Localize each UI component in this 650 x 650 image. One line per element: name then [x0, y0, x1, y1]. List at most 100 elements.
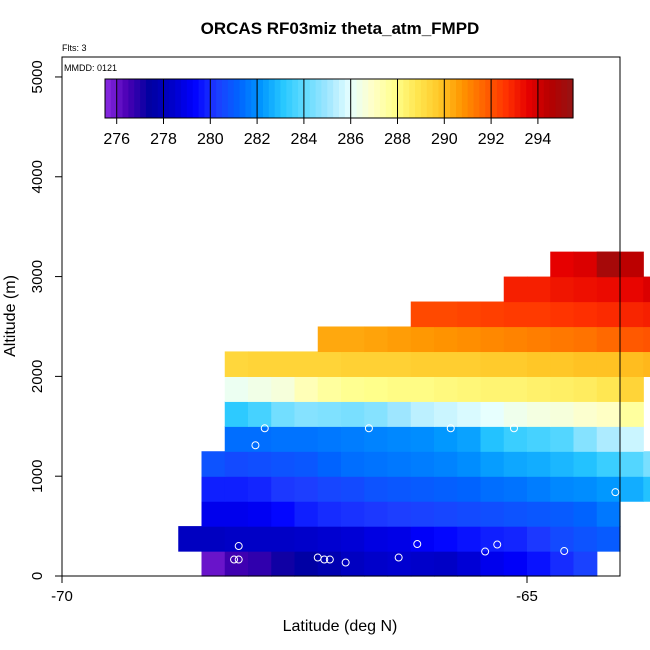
observation-points: [211, 249, 650, 567]
heatmap-cell: [596, 451, 621, 477]
heatmap-cell: [224, 551, 249, 577]
colorbar-tick-label: 288: [384, 131, 411, 148]
colorbar-segment: [537, 79, 545, 118]
x-axis: -70 -65: [51, 576, 538, 605]
observation-point: [611, 488, 620, 497]
colorbar-segment: [543, 79, 551, 118]
heatmap-cell: [271, 351, 296, 377]
heatmap-cell: [503, 326, 528, 353]
flights-count-label: Flts: 3: [62, 43, 87, 53]
heatmap-cell: [271, 401, 296, 427]
colorbar-segment: [479, 79, 486, 118]
heatmap-cell: [410, 351, 435, 377]
heatmap-cell: [248, 526, 272, 552]
heatmap-cell: [341, 526, 365, 552]
colorbar-segment: [239, 79, 246, 118]
colorbar-segment: [508, 79, 516, 118]
colorbar-segment: [227, 79, 235, 118]
heatmap-cell: [271, 501, 296, 527]
heatmap-cell: [224, 426, 249, 452]
colorbar-segment: [134, 79, 141, 118]
heatmap-cell: [457, 376, 482, 402]
observation-point: [234, 555, 243, 564]
observation-point: [234, 542, 243, 551]
heatmap-cell: [387, 451, 412, 477]
heatmap-cell: [596, 426, 621, 452]
colorbar-segment: [438, 79, 445, 118]
heatmap-cell: [573, 301, 598, 328]
colorbar-segment: [485, 79, 492, 118]
colorbar-segment: [268, 79, 276, 118]
heatmap-cell: [503, 426, 528, 452]
colorbar: 276 278 280 282 284 286 288 290 292 294: [103, 78, 574, 148]
colorbar-segment: [140, 79, 147, 118]
heatmap-cell: [294, 376, 319, 402]
colorbar-segment: [339, 79, 346, 118]
heatmap-cell: [503, 476, 528, 502]
heatmap-cell: [503, 301, 528, 328]
colorbar-segment: [444, 79, 451, 118]
heatmap-cell: [573, 501, 598, 527]
heatmap-cell: [527, 276, 551, 303]
observation-point: [320, 555, 329, 564]
heatmap-cell: [434, 376, 458, 402]
heatmap-cell: [364, 501, 389, 527]
colorbar-segment: [567, 79, 574, 118]
colorbar-segment: [198, 79, 206, 118]
colorbar-segment: [526, 79, 533, 118]
colorbar-segment: [274, 79, 282, 118]
heatmap-cell: [480, 501, 505, 527]
heatmap-cell: [620, 251, 644, 278]
observation-point: [560, 547, 569, 556]
heatmap-cell: [457, 476, 482, 502]
heatmap-cell: [503, 376, 528, 402]
heatmap-cell: [434, 526, 458, 552]
heatmap-cell: [503, 501, 528, 527]
heatmap-cell: [410, 401, 435, 427]
colorbar-segment: [309, 79, 317, 118]
colorbar-frame: [104, 78, 574, 119]
heatmap-cell: [480, 526, 505, 552]
colorbar-segment: [163, 79, 170, 118]
colorbar-segment: [415, 79, 422, 118]
heatmap-cell: [387, 376, 412, 402]
colorbar-tick-label: 292: [478, 131, 505, 148]
heatmap-cell: [364, 401, 389, 427]
heatmap-cell: [550, 376, 575, 402]
heatmap-cell: [480, 476, 505, 502]
heatmap-cell: [573, 551, 598, 577]
heatmap-cell: [294, 451, 319, 477]
colorbar-segment: [192, 79, 200, 118]
heatmap-cell: [224, 501, 249, 527]
heatmap-cell: [364, 376, 389, 402]
heatmap-cell: [434, 326, 458, 353]
heatmap-cell: [341, 376, 365, 402]
heatmap-cell: [620, 301, 644, 328]
colorbar-segment: [128, 79, 135, 118]
colorbar-segment: [385, 79, 393, 118]
observation-point: [509, 424, 518, 433]
heatmap-cell: [434, 476, 458, 502]
heatmap-cell: [596, 351, 621, 377]
heatmap-cell: [480, 401, 505, 427]
observation-point: [251, 441, 260, 450]
colorbar-segment: [157, 79, 165, 118]
y-tick-label: 2000: [29, 360, 46, 393]
heatmap-cell: [573, 401, 598, 427]
y-tick-label: 1000: [29, 460, 46, 493]
colorbar-segment: [397, 79, 404, 118]
heatmap-cell: [503, 451, 528, 477]
heatmap-cell: [527, 526, 551, 552]
colorbar-segment: [432, 79, 440, 118]
heatmap-cell: [317, 551, 342, 577]
heatmap-cell: [527, 376, 551, 402]
heatmap-cell: [596, 251, 621, 278]
heatmap-cell: [248, 501, 272, 527]
heatmap-cell: [317, 376, 342, 402]
heatmap-cell: [224, 351, 249, 377]
colorbar-segment: [216, 79, 223, 118]
colorbar-segment: [409, 79, 416, 118]
colorbar-segment: [456, 79, 463, 118]
colorbar-segment: [561, 79, 568, 118]
heatmap-cell: [294, 426, 319, 452]
